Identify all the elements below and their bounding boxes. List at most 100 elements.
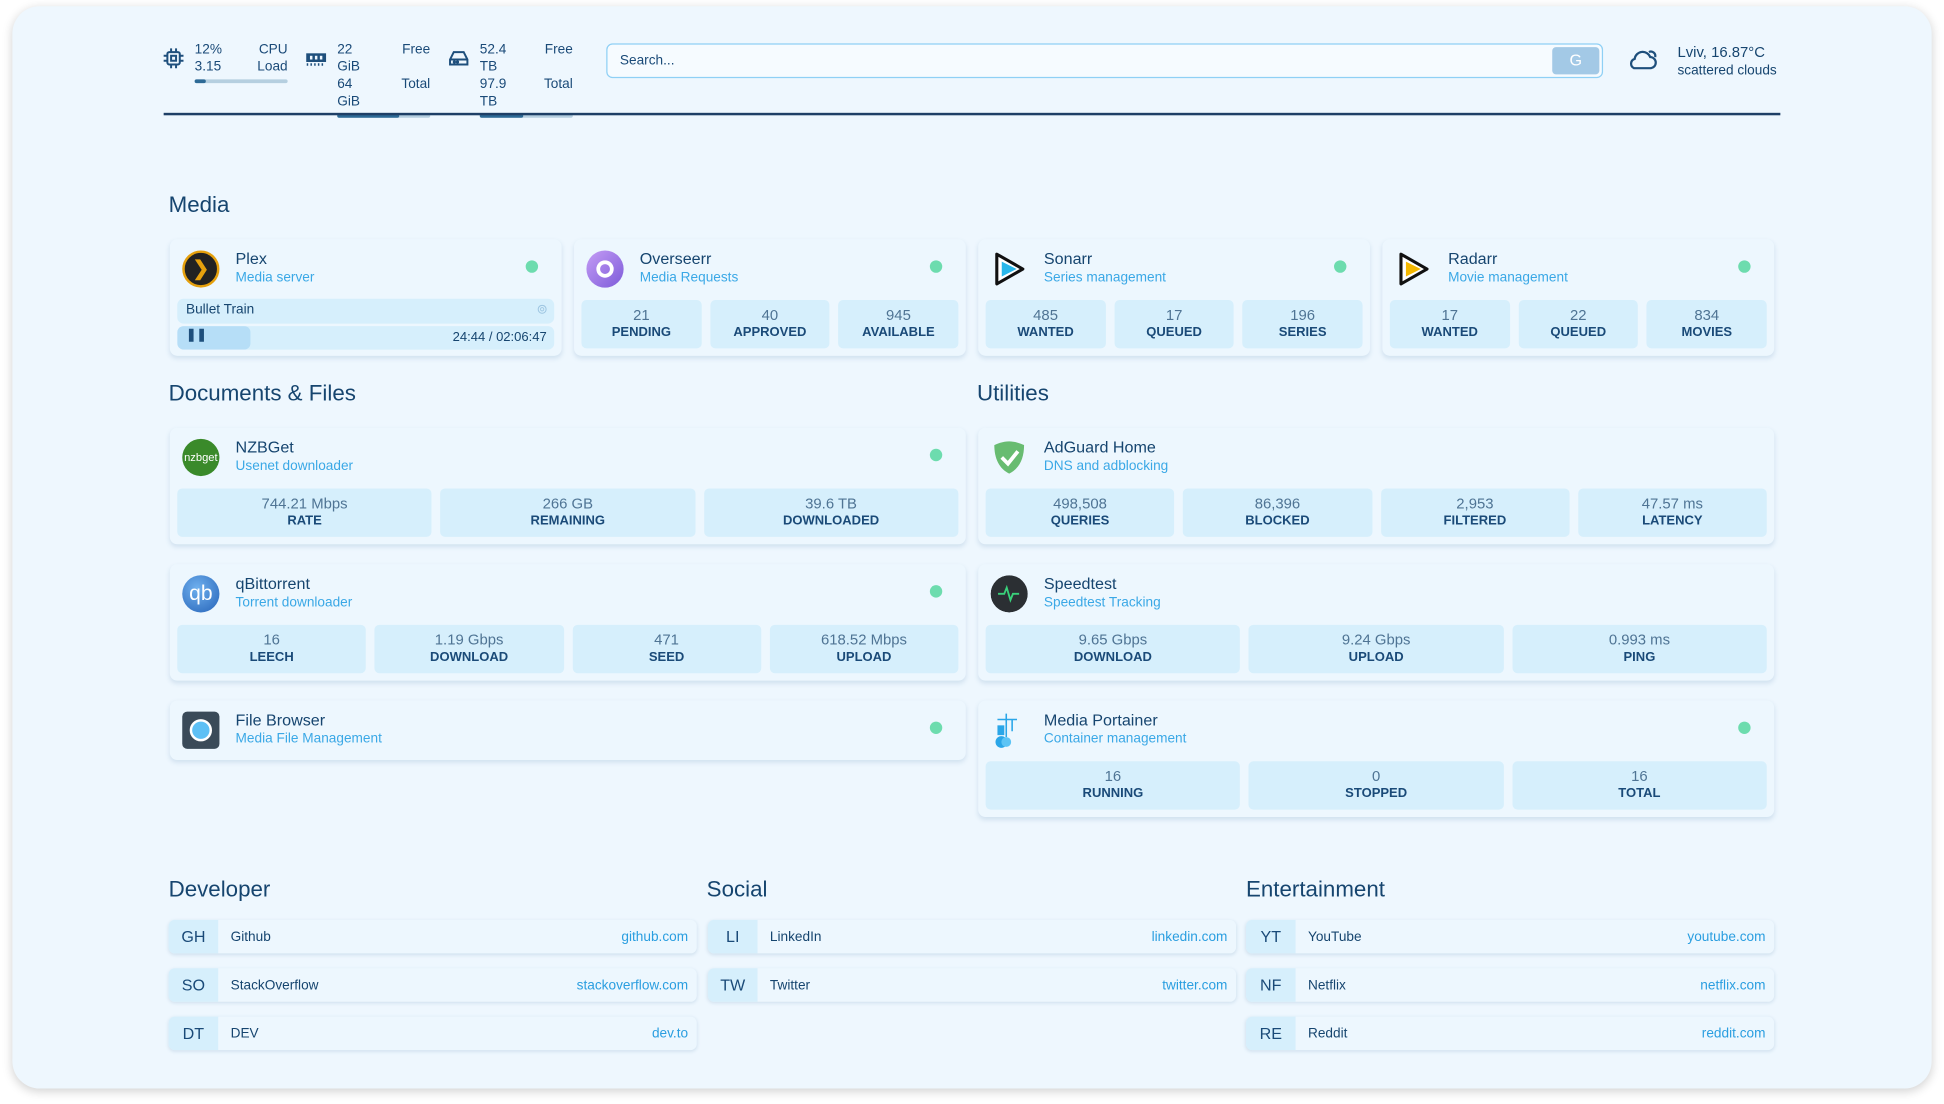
bookmark-abbr: RE <box>1245 1016 1296 1051</box>
bookmark-twitter[interactable]: TW Twitter twitter.com <box>707 968 1237 1002</box>
memory-bar <box>337 114 431 118</box>
header-divider <box>163 112 1781 116</box>
service-card-overseerr[interactable]: Overseerr Media Requests 21 PENDING 40 APPRO… <box>574 239 966 356</box>
stat-block: 834 MOVIES <box>1646 300 1767 349</box>
stat-label: UPLOAD <box>1348 649 1404 665</box>
stat-value: 40 <box>761 306 779 324</box>
stat-value: 471 <box>654 631 679 649</box>
qbittorrent-logo-icon: qb <box>182 574 220 612</box>
search-input[interactable]: Search... G <box>606 43 1604 79</box>
search-placeholder: Search... <box>619 53 675 69</box>
service-card-filebrowser[interactable]: File Browser Media File Management <box>169 700 966 760</box>
stat-value: 17 <box>1441 306 1459 324</box>
disk-bar <box>479 114 573 118</box>
stats-row: 498,508 QUERIES 86,396 BLOCKED 2,953 FILTERED… <box>985 488 1767 537</box>
service-card-sonarr[interactable]: Sonarr Series management 485 WANTED 17 QUEUE… <box>978 239 1370 356</box>
bookmark-name: DEV <box>230 1025 259 1041</box>
stat-label: STOPPED <box>1345 786 1408 801</box>
bookmark-url[interactable]: linkedin.com <box>1151 929 1228 945</box>
stat-value: 266 GB <box>542 494 594 513</box>
service-card-speedtest[interactable]: Speedtest Speedtest Tracking 9.65 Gbps DOW… <box>978 564 1775 681</box>
service-card-portainer[interactable]: Media Portainer Container management 16 RU… <box>978 700 1775 818</box>
stat-value: 2,953 <box>1456 494 1494 513</box>
cpu-bar <box>194 79 288 84</box>
service-card-nzbget[interactable]: nzbget NZBGet Usenet downloader 744.21 Mbp… <box>169 427 966 545</box>
cpu-label: CPU <box>258 42 288 58</box>
stat-value: 9.24 Gbps <box>1341 631 1411 649</box>
search-provider-button[interactable]: G <box>1552 47 1600 75</box>
service-subtitle: Torrent downloader <box>235 595 353 610</box>
bookmark-stackoverflow[interactable]: SO StackOverflow stackoverflow.com <box>168 968 697 1002</box>
service-title: File Browser <box>235 710 326 730</box>
bookmark-url[interactable]: github.com <box>621 929 689 945</box>
bookmark-abbr: DT <box>168 1016 219 1051</box>
stat-block: 0.993 ms PING <box>1512 624 1767 674</box>
bookmark-url[interactable]: reddit.com <box>1701 1025 1766 1041</box>
bookmark-abbr: GH <box>168 919 219 954</box>
stat-block: 39.6 TB DOWNLOADED <box>703 488 959 537</box>
playback-time: 24:44 / 02:06:47 <box>452 329 547 345</box>
service-card-adguard[interactable]: AdGuard Home DNS and adblocking 498,508 QU… <box>978 427 1775 545</box>
stat-value: 834 <box>1694 306 1720 324</box>
free-label: Free <box>544 42 573 58</box>
bookmark-github[interactable]: GH Github github.com <box>168 919 697 954</box>
playback-progress[interactable]: ❚❚ 24:44 / 02:06:47 <box>177 326 555 350</box>
stat-label: SEED <box>648 649 685 665</box>
pause-icon[interactable]: ❚❚ <box>185 328 207 343</box>
bookmark-linkedin[interactable]: LI LinkedIn linkedin.com <box>707 919 1237 954</box>
service-card-qbittorrent[interactable]: qb qBittorrent Torrent downloader 16 LEECH 1… <box>169 564 966 681</box>
stat-value: 498,508 <box>1053 494 1107 513</box>
stat-value: 17 <box>1165 306 1183 324</box>
stat-label: QUEUED <box>1146 324 1202 340</box>
stat-value: 945 <box>886 306 911 324</box>
stat-block: 2,953 FILTERED <box>1380 488 1570 537</box>
bookmark-netflix[interactable]: NF Netflix netflix.com <box>1245 968 1775 1002</box>
disk-free: 52.4 TB <box>479 42 507 75</box>
now-playing-title: Bullet Train <box>185 302 255 318</box>
stat-label: AVAILABLE <box>862 324 935 340</box>
service-subtitle: Media Requests <box>639 270 739 286</box>
portainer-crane-icon <box>995 712 1018 748</box>
service-title: Media Portainer <box>1043 710 1158 730</box>
stat-label: PENDING <box>611 324 672 340</box>
dashboard-window <box>12 6 1932 1089</box>
weather-widget: Lviv, 16.87°C scattered clouds <box>1625 43 1777 80</box>
stat-value: 618.52 Mbps <box>820 631 907 649</box>
stat-block: 16 RUNNING <box>985 761 1241 810</box>
stat-block: 471 SEED <box>572 624 761 674</box>
bookmark-url[interactable]: youtube.com <box>1687 929 1766 945</box>
bookmark-url[interactable]: netflix.com <box>1700 977 1766 993</box>
service-title: Plex <box>235 249 267 268</box>
section-heading-social: Social <box>706 876 768 902</box>
stat-block: 9.65 Gbps DOWNLOAD <box>985 624 1241 674</box>
bookmark-abbr: TW <box>707 968 758 1002</box>
service-subtitle: Series management <box>1043 270 1166 286</box>
service-subtitle: Usenet downloader <box>235 458 354 474</box>
bookmark-url[interactable]: dev.to <box>651 1025 689 1041</box>
free-label: Free <box>402 42 431 58</box>
bookmark-url[interactable]: twitter.com <box>1162 977 1228 993</box>
service-card-radarr[interactable]: Radarr Movie management 17 WANTED 22 QUEUED 8… <box>1382 239 1775 356</box>
bookmark-abbr: YT <box>1245 919 1296 954</box>
stat-block: 47.57 ms LATENCY <box>1577 488 1767 537</box>
bookmark-youtube[interactable]: YT YouTube youtube.com <box>1245 919 1775 954</box>
video-icon: ⊚ <box>536 302 548 318</box>
stat-value: 196 <box>1290 306 1316 324</box>
stat-block: 86,396 BLOCKED <box>1183 488 1372 537</box>
service-card-plex[interactable]: ❯ Plex Media server Bullet Train ⊚ ❚❚ 24:44 … <box>169 239 562 356</box>
stat-value: 22 <box>1569 306 1587 324</box>
nzbget-logo-icon: nzbget <box>182 438 220 476</box>
stat-block: 16 LEECH <box>177 624 367 674</box>
status-dot <box>929 721 943 734</box>
adguard-shield-icon <box>994 440 1025 473</box>
service-title: NZBGet <box>235 437 294 457</box>
stat-block: 744.21 Mbps RATE <box>177 488 432 537</box>
stats-row: 485 WANTED 17 QUEUED 196 SERIES <box>985 300 1363 349</box>
bookmark-dev[interactable]: DT DEV dev.to <box>168 1016 697 1051</box>
bookmark-reddit[interactable]: RE Reddit reddit.com <box>1245 1016 1775 1051</box>
service-title: Sonarr <box>1043 249 1093 268</box>
stat-block: 16 TOTAL <box>1512 761 1767 810</box>
bookmark-url[interactable]: stackoverflow.com <box>576 977 689 993</box>
stats-row: 744.21 Mbps RATE 266 GB REMAINING 39.6 TB DOW… <box>177 488 959 537</box>
status-dot <box>1334 260 1347 273</box>
